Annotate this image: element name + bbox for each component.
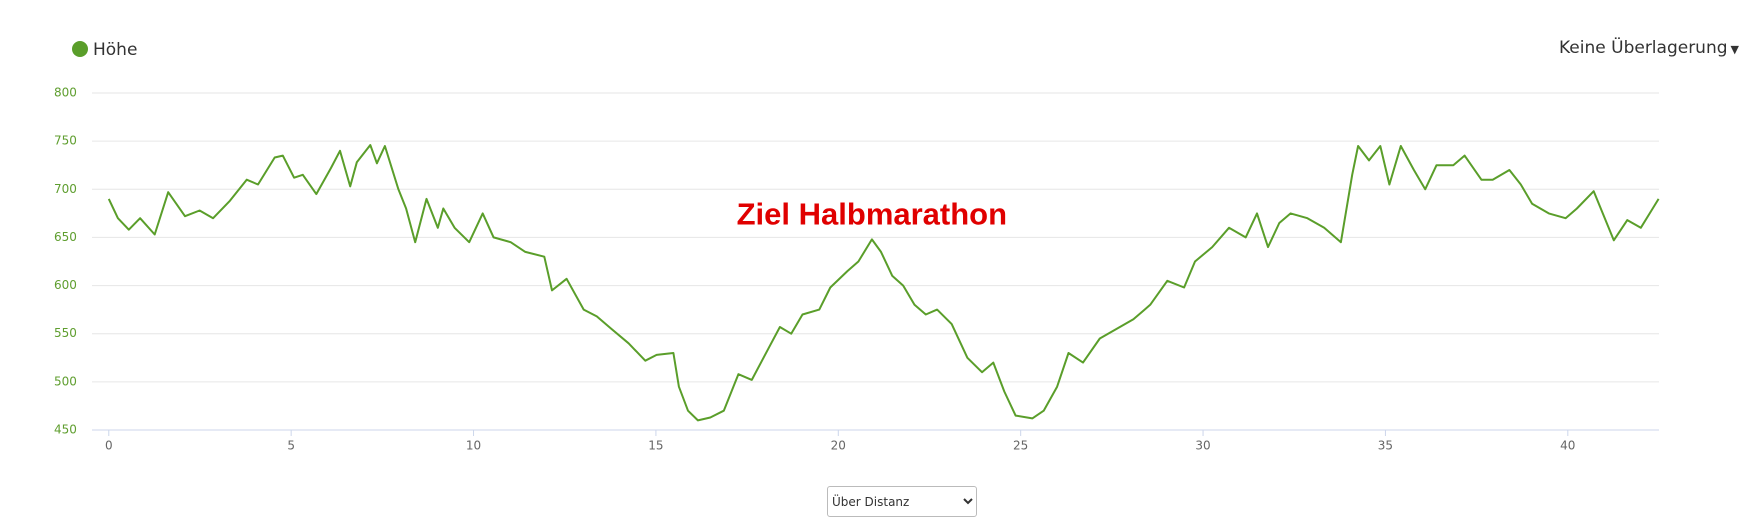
y-tick-label: 600 xyxy=(54,278,77,292)
x-tick-label: 30 xyxy=(1195,439,1210,453)
y-tick-label: 550 xyxy=(54,326,77,340)
y-tick-label: 750 xyxy=(54,134,77,148)
mode-select[interactable]: Über Distanz xyxy=(827,486,977,517)
y-tick-label: 650 xyxy=(54,230,77,244)
elevation-line xyxy=(107,144,1660,422)
y-tick-label: 800 xyxy=(54,86,77,100)
x-tick-label: 0 xyxy=(105,439,113,453)
x-tick-label: 10 xyxy=(466,439,481,453)
legend-label: Höhe xyxy=(93,40,137,60)
overlay-label[interactable]: Keine Überlagerung xyxy=(1559,38,1728,58)
legend-swatch xyxy=(72,41,88,57)
x-tick-label: 40 xyxy=(1560,439,1575,453)
dropdown-arrow[interactable]: ▼ xyxy=(1730,43,1739,56)
overlay-dropdown[interactable]: Keine Überlagerung ▼ xyxy=(1559,38,1739,58)
x-tick-label: 25 xyxy=(1013,439,1028,453)
x-tick-label: 5 xyxy=(287,439,295,453)
y-tick-label: 500 xyxy=(54,374,77,388)
y-tick-label: 450 xyxy=(54,423,77,437)
annotation: Ziel Halbmarathon xyxy=(737,197,1007,232)
x-tick-label: 35 xyxy=(1378,439,1393,453)
x-tick-label: 15 xyxy=(648,439,663,453)
y-tick-label: 700 xyxy=(54,182,77,196)
x-tick-label: 20 xyxy=(831,439,846,453)
